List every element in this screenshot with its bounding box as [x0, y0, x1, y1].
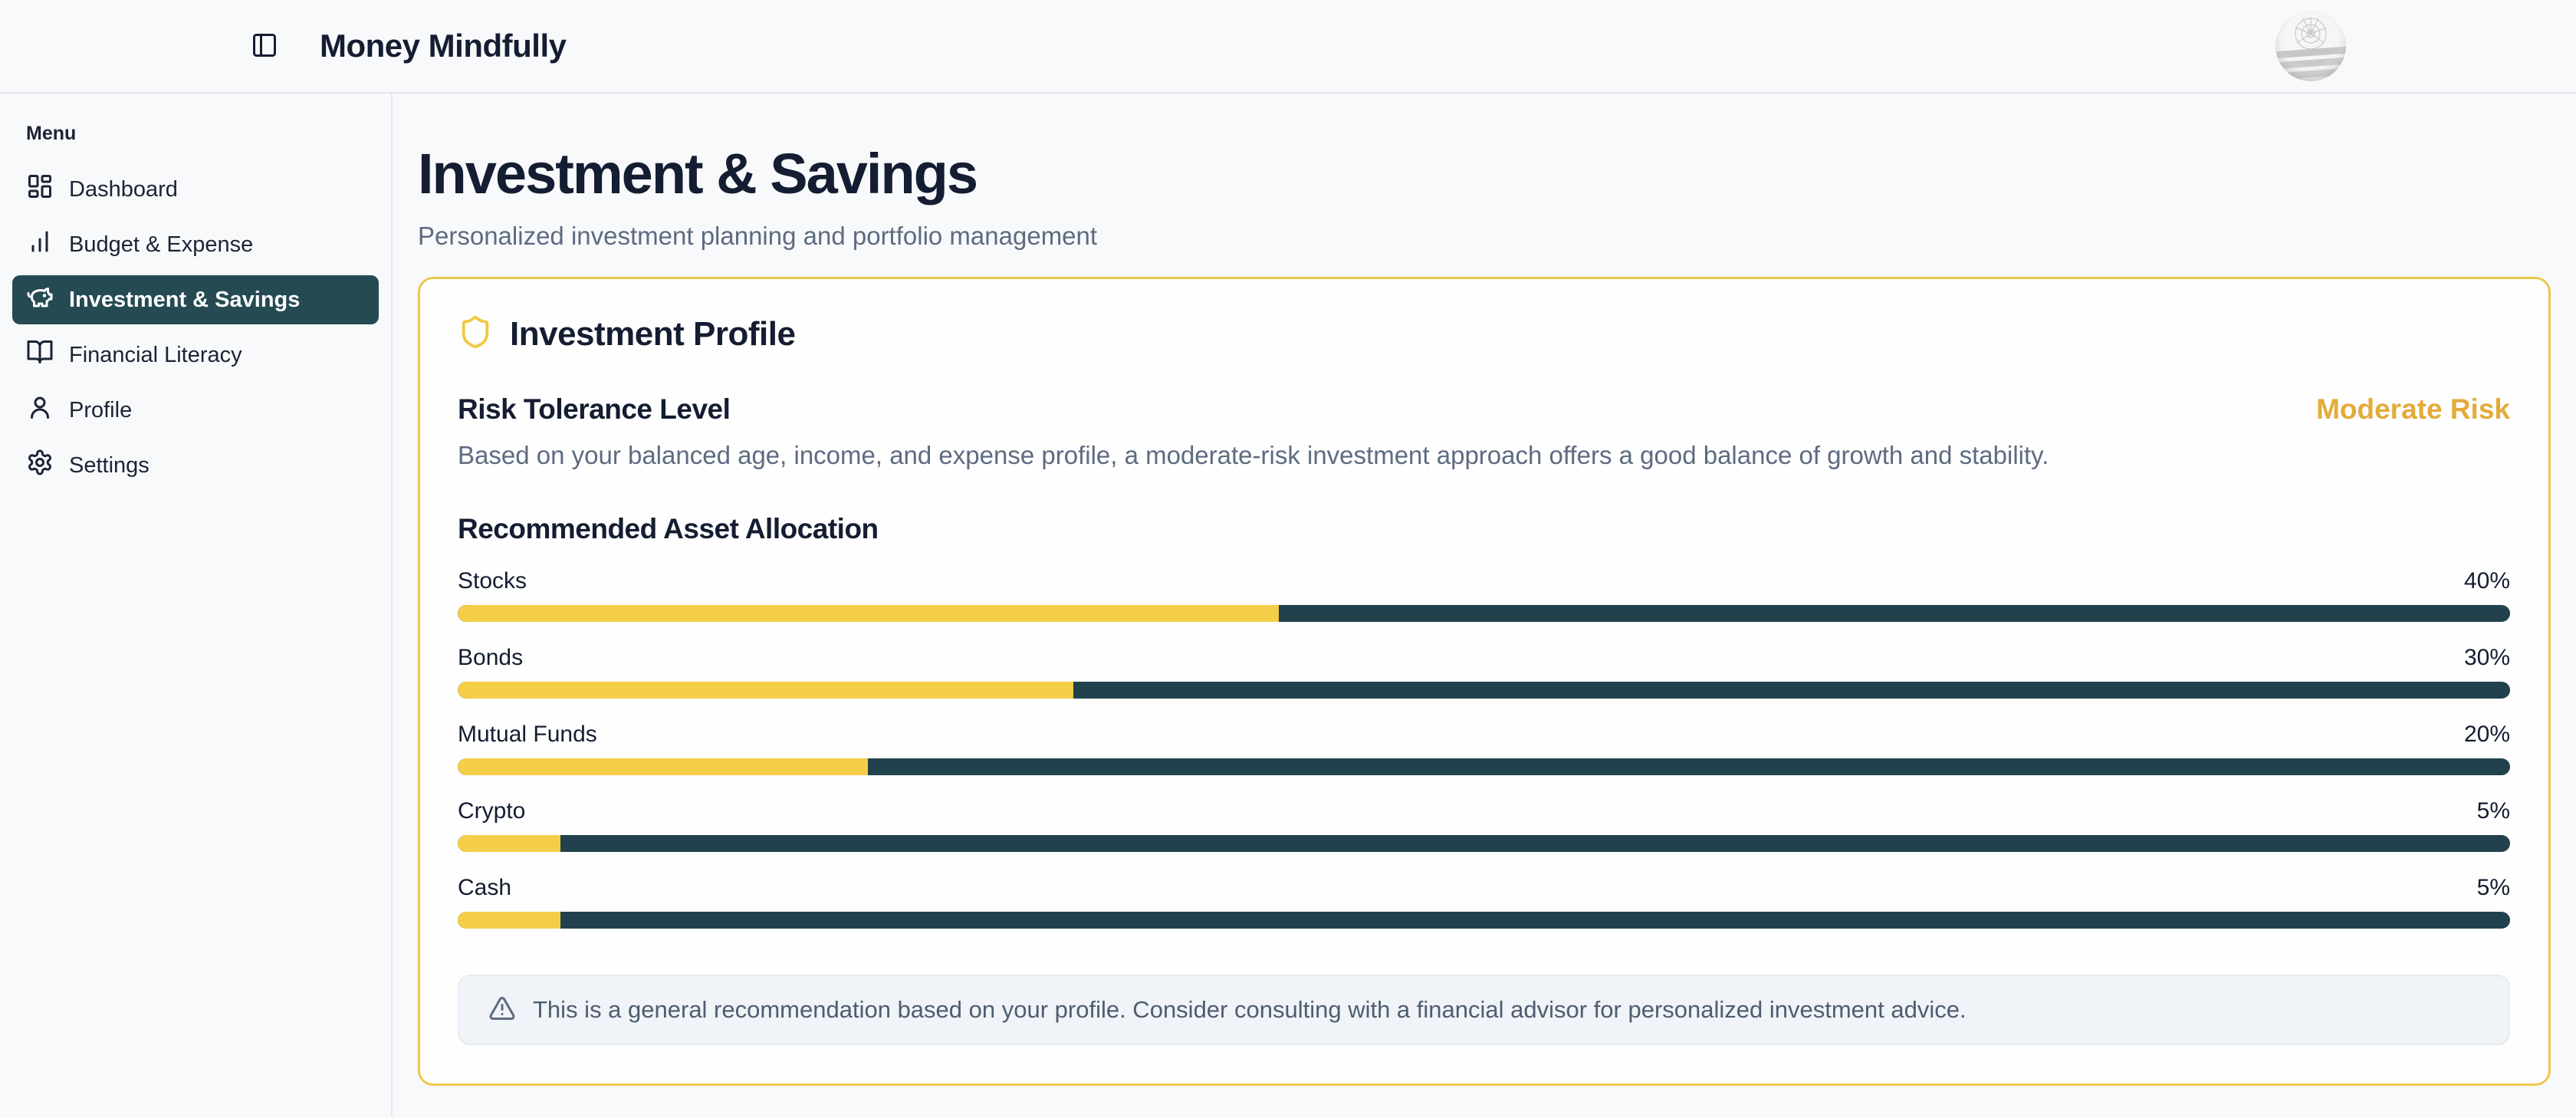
allocation-label: Mutual Funds — [458, 722, 597, 747]
allocation-row-bonds: Bonds 30% — [458, 645, 2510, 699]
sidebar-item-profile[interactable]: Profile — [12, 386, 379, 435]
allocation-label: Bonds — [458, 645, 524, 670]
allocation-percent: 5% — [2476, 875, 2510, 900]
sidebar-item-settings[interactable]: Settings — [12, 441, 379, 490]
sidebar-item-label: Investment & Savings — [69, 287, 301, 312]
allocation-row-stocks: Stocks 40% — [458, 568, 2510, 622]
allocation-row-mutual-funds: Mutual Funds 20% — [458, 722, 2510, 775]
dome-photo — [2275, 11, 2346, 81]
allocation-percent: 5% — [2476, 798, 2510, 824]
allocation-bar-track — [458, 758, 2510, 775]
advisory-note: This is a general recommendation based o… — [458, 975, 2510, 1045]
sidebar-item-budget-expense[interactable]: Budget & Expense — [12, 220, 379, 269]
allocation-bar-fill — [458, 835, 560, 852]
shield-icon — [458, 314, 493, 353]
allocation-bar-fill — [458, 912, 560, 929]
allocation-bar-track — [458, 835, 2510, 852]
sidebar-item-dashboard[interactable]: Dashboard — [12, 165, 379, 214]
sidebar-item-label: Settings — [69, 452, 150, 478]
panel-left-icon — [251, 31, 278, 61]
app-title: Money Mindfully — [320, 28, 567, 64]
allocation-percent: 30% — [2463, 645, 2510, 670]
card-header: Investment Profile — [458, 314, 2510, 353]
allocation-label: Stocks — [458, 568, 527, 594]
piggy-bank-icon — [26, 283, 54, 317]
sidebar-item-financial-literacy[interactable]: Financial Literacy — [12, 330, 379, 380]
allocation-bar-fill — [458, 758, 869, 775]
allocation-bar-fill — [458, 682, 1074, 699]
investment-profile-card: Investment Profile Risk Tolerance Level … — [418, 277, 2551, 1086]
page-subtitle: Personalized investment planning and por… — [418, 222, 1098, 250]
allocation-bar-track — [458, 682, 2510, 699]
sidebar-item-label: Financial Literacy — [69, 342, 242, 367]
risk-level-badge: Moderate Risk — [2316, 393, 2510, 425]
risk-tolerance-heading: Risk Tolerance Level — [458, 393, 731, 425]
allocation-bar-track — [458, 605, 2510, 622]
advisory-note-text: This is a general recommendation based o… — [533, 996, 1967, 1023]
allocation-label: Cash — [458, 875, 512, 900]
risk-description: Based on your balanced age, income, and … — [458, 441, 2049, 469]
allocation-percent: 40% — [2463, 568, 2510, 594]
bar-chart-icon — [26, 228, 54, 261]
avatar[interactable] — [2275, 11, 2346, 81]
sidebar-item-label: Dashboard — [69, 176, 178, 202]
app-header: Money Mindfully — [0, 0, 2576, 94]
risk-tolerance-row: Risk Tolerance Level Moderate Risk — [458, 393, 2510, 426]
allocation-bar-track — [458, 912, 2510, 929]
warning-triangle-icon — [488, 995, 516, 1026]
allocation-bar-fill — [458, 605, 1279, 622]
sidebar-section-label: Menu — [26, 123, 77, 144]
sidebar: Menu Dashboard Budget & Expense — [0, 94, 393, 1116]
card-title: Investment Profile — [510, 314, 796, 353]
gear-icon — [26, 449, 54, 482]
allocation-row-cash: Cash 5% — [458, 875, 2510, 929]
user-icon — [26, 393, 54, 427]
sidebar-toggle-button[interactable] — [249, 31, 280, 61]
sidebar-item-label: Profile — [69, 397, 133, 423]
sidebar-item-label: Budget & Expense — [69, 232, 254, 257]
main-content: Investment & Savings Personalized invest… — [393, 94, 2576, 1116]
sidebar-item-investment-savings[interactable]: Investment & Savings — [12, 275, 379, 324]
allocation-percent: 20% — [2463, 722, 2510, 747]
book-open-icon — [26, 338, 54, 372]
allocation-row-crypto: Crypto 5% — [458, 798, 2510, 852]
layout-dashboard-icon — [26, 173, 54, 206]
page-title: Investment & Savings — [418, 142, 978, 206]
allocation-heading: Recommended Asset Allocation — [458, 513, 879, 544]
allocation-label: Crypto — [458, 798, 526, 824]
